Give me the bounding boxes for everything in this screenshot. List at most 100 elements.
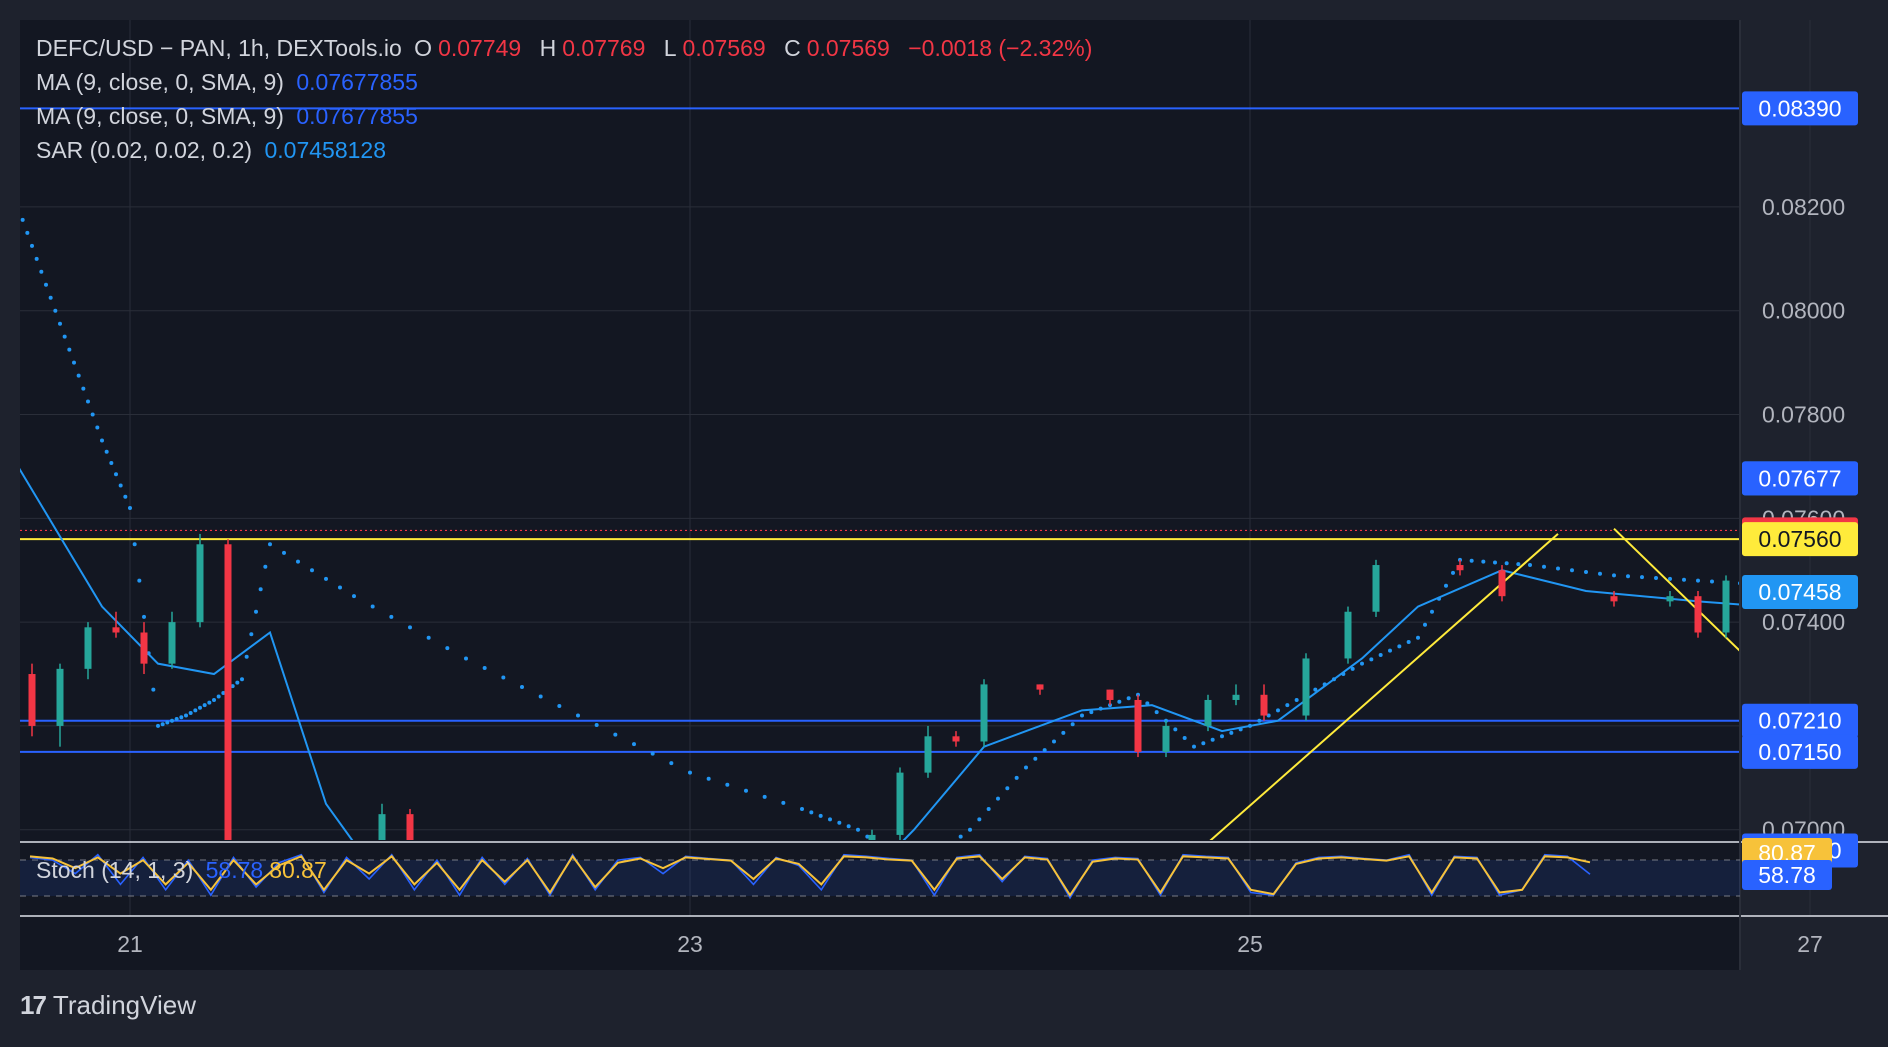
sar-dot (781, 800, 786, 805)
price-tag (1742, 734, 1858, 769)
stoch-k-value: 58.78 (205, 857, 264, 883)
sar-dot (1042, 748, 1047, 753)
stoch-legend[interactable]: Stoch (14, 1, 3) 58.78 80.87 (36, 856, 333, 884)
candle-body (112, 627, 120, 633)
sar-dot (338, 585, 342, 590)
sar-dot (1451, 570, 1455, 575)
candle-body (84, 627, 92, 669)
sar-dot (1322, 682, 1327, 687)
stoch-tag-label: 58.78 (1758, 862, 1816, 888)
sar-dot (977, 817, 982, 822)
sar-dot (1878, 609, 1882, 613)
sar-dot (1229, 730, 1234, 735)
sar-dot (968, 827, 972, 832)
candle-body (952, 736, 960, 742)
sar-dot (324, 576, 328, 581)
sar-dot (1201, 741, 1206, 746)
sar-dot (7, 188, 11, 192)
sar-dot (249, 632, 254, 637)
sar-dot (1210, 737, 1215, 742)
price-tag-label: 0.08390 (1758, 95, 1841, 121)
sar-dot (151, 687, 156, 692)
sar-dot (86, 399, 90, 404)
sar-dot (1528, 563, 1532, 568)
sar-dot (828, 817, 832, 822)
ma-label: MA (9, close, 0, SMA, 9) (36, 69, 284, 95)
sar-dot (1098, 706, 1103, 711)
candle-body (1204, 699, 1212, 726)
x-tick-label: 21 (117, 931, 143, 957)
price-tag (1742, 522, 1858, 557)
sar-dot (34, 256, 39, 261)
sar-dot (174, 717, 179, 722)
sar-dot (128, 505, 132, 510)
candle-body (1232, 694, 1240, 700)
stoch-d-line (29, 854, 1591, 898)
sar-dot (1556, 566, 1560, 571)
sar-dot (1313, 687, 1318, 692)
sar-dot (20, 217, 25, 222)
sar-dot (1612, 573, 1616, 578)
sar-dot (212, 697, 216, 702)
sar-dot (1332, 677, 1336, 682)
sar-dot (464, 656, 468, 661)
trendline (1209, 533, 1559, 840)
sar-dot (1266, 713, 1271, 718)
sar-dot (156, 723, 160, 728)
stoch-label: Stoch (14, 1, 3) (36, 857, 194, 883)
candle-body (868, 834, 876, 840)
sar-legend[interactable]: SAR (0.02, 0.02, 0.2) 0.07458128 (36, 136, 392, 164)
sar-dot (95, 425, 100, 430)
sar-dot (100, 438, 104, 443)
candle-body (1666, 596, 1674, 602)
sar-dot (1005, 786, 1010, 791)
sar-dot (170, 718, 174, 723)
brand-name: TradingView (52, 990, 196, 1020)
sar-dot (104, 449, 109, 454)
sar-dot (53, 308, 58, 313)
sar-dot (296, 559, 300, 564)
sar-dot (1406, 640, 1411, 645)
ma-legend-2[interactable]: MA (9, close, 0, SMA, 9) 0.07677855 (36, 102, 424, 130)
candle-body (168, 622, 176, 664)
sar-dot (1033, 756, 1038, 761)
candle-body (980, 684, 988, 742)
price-tag-label: 0.07210 (1758, 708, 1841, 734)
main-pane (7, 107, 1882, 840)
sar-dot (613, 732, 618, 737)
tradingview-logo-icon: 17 (20, 990, 47, 1020)
sar-dot (179, 715, 184, 720)
sar-dot (1350, 666, 1355, 671)
sar-dot (1668, 576, 1672, 581)
candle-body (406, 814, 414, 840)
plot-background (20, 20, 1740, 970)
candle-body (1498, 570, 1506, 597)
sar-dot (193, 708, 198, 713)
sar-dot (1682, 577, 1686, 582)
sar-dot (352, 594, 356, 599)
sar-dot (146, 651, 151, 656)
sar-dot (1397, 644, 1402, 649)
sar-label: SAR (0.02, 0.02, 0.2) (36, 137, 253, 163)
y-tick-label: 0.08000 (1762, 298, 1845, 324)
sar-dot (762, 794, 767, 799)
price-tag-label: 0.07150 (1758, 739, 1841, 765)
sar-value: 0.07458128 (264, 137, 386, 163)
ma-legend-1[interactable]: MA (9, close, 0, SMA, 9) 0.07677855 (36, 68, 424, 96)
sar-dot (996, 796, 1000, 801)
sar-dot (90, 412, 95, 417)
sar-dot (744, 788, 748, 793)
sar-dot (1598, 571, 1602, 576)
sar-dot (594, 723, 599, 728)
sar-dot (408, 625, 412, 630)
sar-dot (856, 827, 860, 832)
trendline (1613, 527, 1740, 653)
sar-dot (501, 675, 506, 680)
open-value: 0.07749 (438, 35, 522, 61)
sar-dot (114, 472, 118, 477)
tradingview-brand[interactable]: 17 TradingView (20, 990, 196, 1021)
sar-dot (221, 691, 226, 696)
sar-dot (254, 609, 258, 614)
